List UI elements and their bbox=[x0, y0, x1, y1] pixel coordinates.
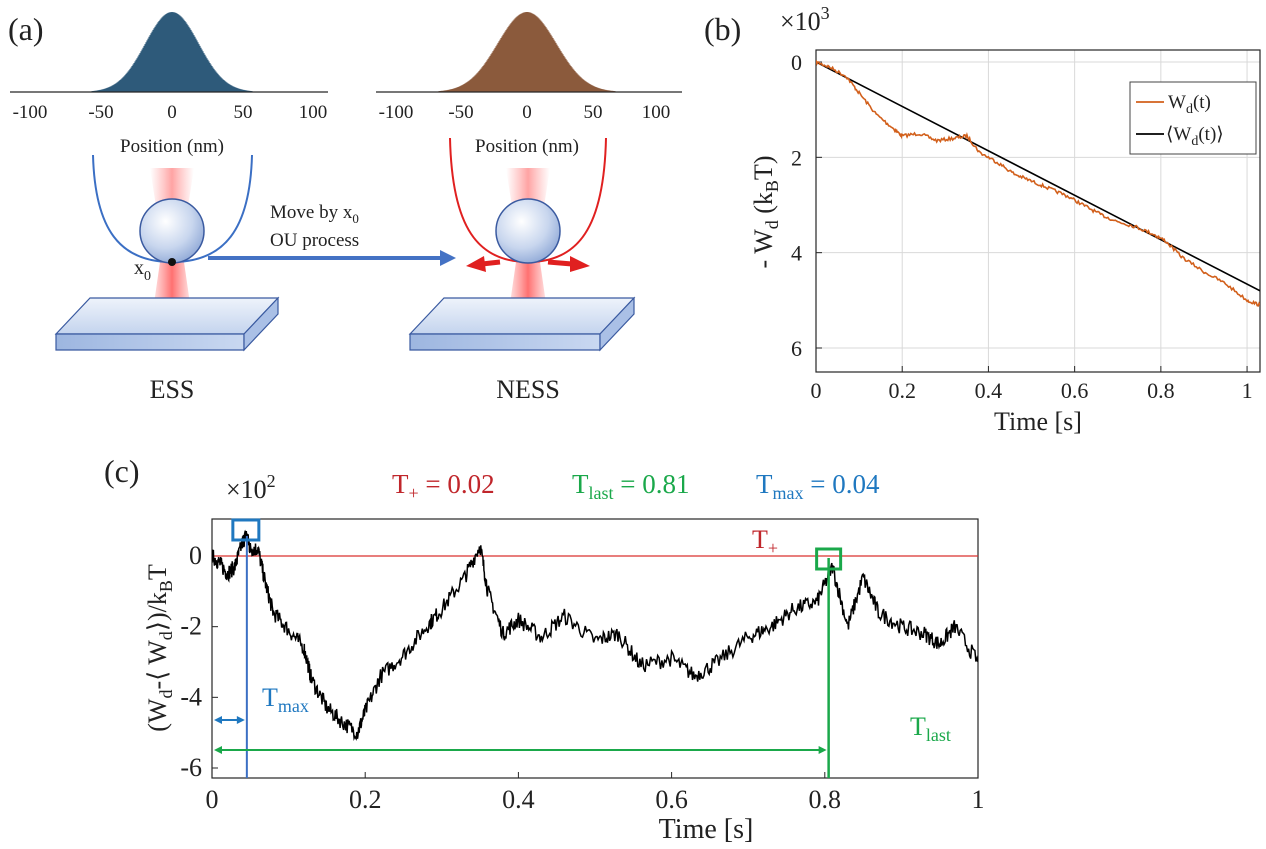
c-tick-x-3: 0.6 bbox=[655, 785, 688, 814]
b-tick-y-1: 2 bbox=[791, 145, 802, 170]
panel-c-multiplier: ×102 bbox=[226, 471, 276, 504]
c-tick-x-4: 0.8 bbox=[809, 785, 842, 814]
series-wd-deviation bbox=[212, 529, 978, 742]
c-tick-x-2: 0.4 bbox=[502, 785, 535, 814]
t-last-arrow bbox=[214, 746, 827, 754]
t-last-box bbox=[815, 547, 843, 571]
ess-slab-top bbox=[54, 297, 280, 335]
ness-particle bbox=[495, 198, 561, 264]
c-tick-x-1: 0.2 bbox=[349, 785, 382, 814]
ess-slab-front bbox=[55, 333, 245, 351]
ess-histogram-ticks: -100 -50 0 50 100 bbox=[13, 102, 328, 123]
ness-histogram-xlabel: Position (nm) bbox=[475, 136, 579, 157]
b-tick-x-1: 0.2 bbox=[888, 378, 916, 403]
header-t-last: Tlast = 0.81 bbox=[572, 469, 689, 503]
x0-label: x0 bbox=[134, 257, 151, 284]
ess-tick-0: 0 bbox=[167, 102, 177, 123]
arrow-label-line1: Move by x0 bbox=[270, 202, 359, 226]
b-tick-x-2: 0.4 bbox=[975, 378, 1003, 403]
ess-particle bbox=[139, 198, 205, 264]
ness-slab-side bbox=[599, 296, 635, 352]
c-tick-y-0: 0 bbox=[189, 541, 202, 570]
ness-tick-m100: -100 bbox=[379, 102, 414, 123]
ess-histogram: -100 -50 0 50 100 Position (nm) bbox=[10, 12, 328, 157]
ess-label: ESS bbox=[150, 375, 195, 404]
header-t-max: Tmax = 0.04 bbox=[756, 469, 880, 503]
legend-mean-label: ⟨Wd(t)⟩ bbox=[1166, 124, 1224, 149]
ess-histogram-bars bbox=[91, 12, 253, 92]
panel-b-ticks: 0 0.2 0.4 0.6 0.8 1 0 2 4 6 bbox=[791, 50, 1253, 403]
t-max-arrow bbox=[214, 716, 245, 724]
ess-tick-m100: -100 bbox=[13, 102, 48, 123]
ess-setup: x0 ESS bbox=[54, 154, 280, 404]
ness-histogram: -100 -50 0 50 100 Position (nm) bbox=[376, 12, 682, 157]
ness-slab-top bbox=[408, 297, 636, 335]
b-tick-x-0: 0 bbox=[811, 378, 822, 403]
c-tick-x-0: 0 bbox=[206, 785, 219, 814]
b-tick-y-2: 4 bbox=[791, 241, 802, 266]
x0-dot bbox=[168, 258, 176, 266]
t-max-box bbox=[231, 518, 261, 542]
ness-oscillation-arrows bbox=[466, 256, 590, 272]
ness-setup: NESS bbox=[408, 137, 636, 404]
legend-trace-label: Wd(t) bbox=[1168, 92, 1211, 117]
panel-b: (b) ×103 0 0.2 0.4 0.6 0.8 1 0 2 4 6 Wd(t) ⟨Wd(t)… bbox=[704, 3, 1261, 436]
arrow-label-line2: OU process bbox=[270, 230, 359, 251]
panel-b-legend: Wd(t) ⟨Wd(t)⟩ bbox=[1129, 81, 1257, 155]
panel-b-multiplier: ×103 bbox=[780, 3, 830, 36]
panel-c-ylabel: (Wd-⟨ Wd⟩)/kBT bbox=[143, 564, 176, 732]
t-plus-line-label: T+ bbox=[752, 525, 778, 558]
series-wd-trace bbox=[816, 60, 1260, 307]
t-last-markers: Tlast bbox=[214, 547, 951, 778]
panel-a: (a) -100 -50 0 50 100 Position (nm) -100… bbox=[8, 11, 682, 404]
ness-tick-0: 0 bbox=[522, 102, 532, 123]
panel-b-axes-box bbox=[815, 49, 1261, 373]
ess-histogram-xlabel: Position (nm) bbox=[120, 136, 224, 157]
ess-tick-m50: -50 bbox=[88, 102, 113, 123]
ess-tick-50: 50 bbox=[234, 102, 253, 123]
header-t-plus: T+ = 0.02 bbox=[392, 469, 495, 503]
t-last-label: Tlast bbox=[910, 712, 951, 745]
ess-slab-side bbox=[243, 296, 279, 352]
series-mean-wd bbox=[816, 61, 1260, 292]
ess-tick-100: 100 bbox=[299, 102, 328, 123]
panel-c-header: T+ = 0.02 Tlast = 0.81 Tmax = 0.04 bbox=[392, 469, 880, 503]
ness-tick-50: 50 bbox=[584, 102, 603, 123]
transfer-arrow: Move by x0 OU process bbox=[208, 202, 456, 266]
t-max-markers: Tmax bbox=[214, 518, 309, 778]
b-tick-x-4: 0.8 bbox=[1147, 378, 1175, 403]
ness-histogram-ticks: -100 -50 0 50 100 bbox=[379, 102, 671, 123]
panel-c: (c) ×102 T+ = 0.02 Tlast = 0.81 Tmax = 0… bbox=[104, 453, 985, 845]
panel-b-xlabel: Time [s] bbox=[994, 407, 1082, 436]
panel-b-ylabel: - Wd (kBT) bbox=[749, 156, 782, 269]
ness-label: NESS bbox=[496, 375, 560, 404]
b-tick-y-3: 6 bbox=[791, 336, 802, 361]
panel-c-ticks: 0 0.2 0.4 0.6 0.8 1 0 -2 -4 -6 bbox=[180, 541, 984, 814]
t-max-label: Tmax bbox=[262, 683, 309, 716]
c-tick-y-3: -6 bbox=[180, 753, 202, 782]
ness-tick-100: 100 bbox=[642, 102, 671, 123]
ness-slab-front bbox=[409, 333, 601, 351]
ness-histogram-bars bbox=[438, 12, 616, 92]
panel-c-xlabel: Time [s] bbox=[659, 814, 754, 845]
panel-c-axes-box bbox=[211, 518, 979, 779]
b-tick-x-3: 0.6 bbox=[1061, 378, 1089, 403]
b-tick-x-5: 1 bbox=[1242, 378, 1253, 403]
panel-label-b: (b) bbox=[704, 11, 741, 47]
c-tick-y-2: -4 bbox=[180, 682, 202, 711]
b-tick-y-0: 0 bbox=[791, 50, 802, 75]
panel-label-a: (a) bbox=[8, 11, 44, 47]
panel-label-c: (c) bbox=[104, 453, 140, 489]
ness-tick-m50: -50 bbox=[448, 102, 473, 123]
c-tick-x-5: 1 bbox=[972, 785, 985, 814]
c-tick-y-1: -2 bbox=[180, 612, 202, 641]
